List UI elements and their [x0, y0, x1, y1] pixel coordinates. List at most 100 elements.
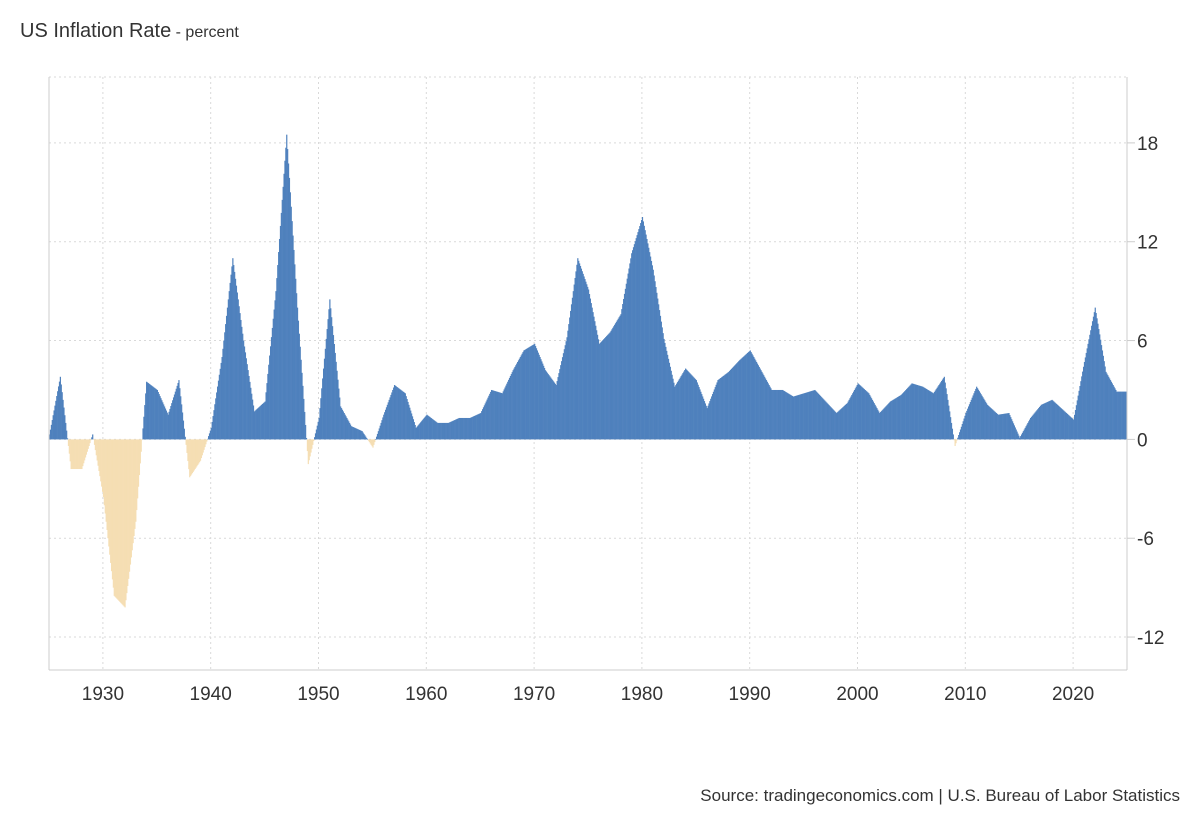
inflation-bar — [758, 366, 760, 440]
inflation-bar — [768, 385, 770, 440]
inflation-bar — [69, 439, 71, 462]
inflation-bar — [75, 439, 78, 470]
inflation-bar — [347, 419, 349, 440]
inflation-bar — [820, 396, 822, 440]
inflation-bar — [897, 397, 899, 440]
inflation-bar — [614, 324, 616, 440]
inflation-bar — [521, 353, 523, 440]
inflation-bar — [454, 420, 456, 440]
inflation-bar — [941, 379, 944, 440]
inflation-bar — [575, 271, 577, 440]
inflation-bar — [1048, 401, 1051, 440]
inflation-bar — [1052, 400, 1054, 440]
inflation-bar — [386, 404, 388, 440]
inflation-bar — [237, 299, 239, 440]
inflation-bar — [389, 397, 391, 440]
inflation-bar — [855, 386, 857, 440]
inflation-bar — [263, 402, 265, 440]
inflation-bar — [397, 387, 399, 440]
inflation-bar — [449, 422, 451, 440]
inflation-bar — [837, 411, 839, 440]
inflation-bar — [517, 360, 520, 440]
inflation-bar — [1063, 410, 1065, 440]
inflation-bar — [799, 394, 801, 440]
inflation-bar — [836, 412, 839, 440]
inflation-bar — [335, 361, 337, 440]
inflation-bar — [418, 424, 420, 440]
inflation-bar — [638, 229, 640, 440]
inflation-bar — [1039, 405, 1042, 440]
inflation-bar — [50, 424, 52, 440]
inflation-bar — [437, 422, 439, 440]
inflation-bar — [398, 388, 400, 440]
inflation-bar — [558, 373, 560, 440]
inflation-bar — [696, 382, 698, 440]
inflation-bar — [1004, 413, 1007, 440]
inflation-bar — [784, 391, 786, 440]
inflation-bar — [875, 406, 877, 440]
inflation-bar — [91, 437, 93, 440]
inflation-bar — [940, 382, 942, 440]
inflation-bar — [1102, 355, 1104, 440]
inflation-bar — [665, 346, 667, 440]
inflation-bar — [504, 387, 506, 440]
inflation-bar — [325, 338, 327, 440]
inflation-bar — [84, 439, 86, 461]
inflation-bar — [353, 427, 355, 440]
inflation-bar — [906, 389, 908, 440]
inflation-bar — [358, 429, 360, 440]
inflation-bar — [536, 350, 538, 440]
inflation-bar — [717, 380, 719, 440]
inflation-bar — [737, 362, 739, 440]
inflation-bar — [678, 379, 680, 440]
inflation-bar — [710, 398, 712, 440]
inflation-bar — [755, 360, 757, 440]
inflation-bar — [817, 393, 820, 440]
inflation-bar — [1082, 366, 1085, 440]
inflation-bar — [164, 408, 167, 440]
inflation-bar — [1117, 391, 1119, 440]
inflation-bar — [675, 385, 677, 440]
inflation-bar — [749, 350, 751, 440]
inflation-bar — [952, 434, 954, 440]
inflation-bar — [538, 354, 540, 440]
inflation-bar — [372, 439, 374, 448]
inflation-bar — [102, 439, 105, 498]
inflation-bar — [296, 293, 298, 440]
inflation-bar — [199, 439, 201, 463]
inflation-bar — [354, 427, 356, 440]
inflation-bar — [1051, 399, 1053, 440]
inflation-bar — [482, 407, 485, 440]
inflation-bar — [204, 439, 206, 448]
inflation-bar — [905, 390, 907, 440]
inflation-bar — [861, 386, 863, 440]
inflation-bar — [274, 300, 276, 440]
inflation-bar — [241, 326, 243, 440]
inflation-bar — [253, 411, 256, 440]
inflation-bar — [887, 404, 889, 440]
inflation-bar — [277, 265, 279, 440]
inflation-bar — [744, 355, 746, 440]
inflation-bar — [530, 346, 532, 440]
inflation-bar — [673, 382, 675, 440]
inflation-bar — [615, 321, 618, 440]
inflation-bar — [844, 404, 847, 440]
inflation-bar — [773, 389, 776, 440]
inflation-bar — [1121, 391, 1123, 440]
inflation-bar — [1062, 409, 1064, 440]
inflation-bar — [741, 357, 743, 440]
inflation-bar — [894, 398, 896, 440]
inflation-bar — [134, 439, 136, 529]
inflation-bar — [872, 401, 874, 440]
inflation-bar — [757, 365, 759, 440]
inflation-bar — [499, 392, 501, 440]
inflation-bar — [364, 435, 366, 440]
inflation-bar — [102, 439, 104, 492]
inflation-bar — [968, 406, 970, 440]
inflation-bar — [209, 430, 211, 440]
inflation-bar — [236, 292, 238, 440]
inflation-bar — [747, 352, 749, 440]
inflation-bar — [1069, 416, 1071, 440]
inflation-bar — [676, 382, 679, 440]
inflation-bar — [711, 394, 714, 440]
